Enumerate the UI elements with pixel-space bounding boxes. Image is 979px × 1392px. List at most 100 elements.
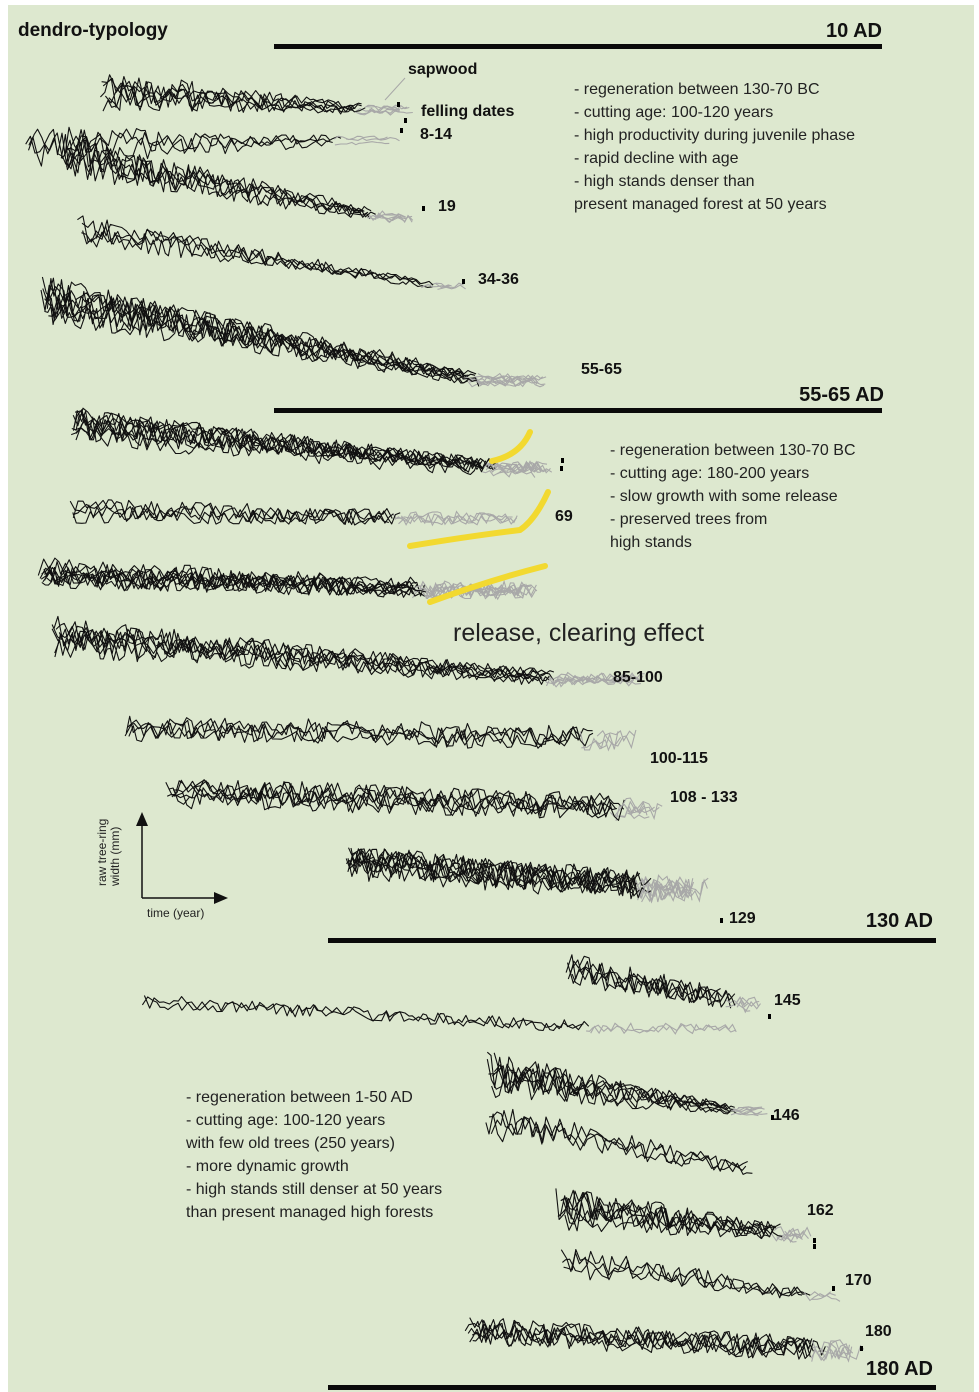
sapwood-series — [554, 672, 645, 683]
sapwood-series — [735, 1106, 763, 1112]
ring-width-series — [55, 622, 550, 682]
ring-width-series — [125, 715, 594, 747]
ring-width-series — [124, 721, 580, 749]
sapwood-series — [637, 877, 693, 904]
note-line: high stands — [610, 534, 692, 551]
felling-date-label: 8-14 — [420, 126, 453, 143]
release-highlight — [489, 429, 533, 464]
felling-date-label: 85-100 — [613, 669, 663, 686]
note-line: - cutting age: 180-200 years — [610, 465, 810, 482]
felling-date-tick — [813, 1238, 816, 1243]
notes-group-2: - regeneration between 130-70 BC - cutti… — [610, 439, 856, 554]
note-line: - preserved trees from — [610, 511, 768, 528]
note-line: - high stands denser than — [574, 173, 755, 190]
era-bar-55-65ad — [274, 408, 882, 413]
ring-width-series — [63, 139, 372, 214]
sapwood-series — [367, 210, 406, 219]
ring-width-series — [486, 1058, 728, 1109]
sapwood-series — [725, 995, 749, 1008]
felling-date-tick — [397, 102, 400, 107]
note-line: - slow growth with some release — [610, 488, 838, 505]
sapwood-series — [621, 805, 655, 818]
ring-width-series — [491, 1065, 733, 1112]
sapwood-series — [816, 1343, 854, 1361]
sapwood-series — [826, 1343, 865, 1360]
ring-width-series — [126, 718, 593, 748]
x-axis-arrowhead — [214, 892, 228, 904]
felling-date-tick — [832, 1286, 835, 1291]
sapwood-series — [478, 377, 546, 386]
ring-width-series — [102, 84, 356, 114]
felling-date-label: 19 — [438, 198, 456, 215]
sapwood-series — [803, 1291, 832, 1302]
ring-width-series — [493, 1064, 731, 1113]
figure-panel — [8, 5, 974, 1392]
felling-date-tick — [462, 279, 465, 284]
sapwood-series — [368, 213, 407, 222]
ring-width-series — [345, 854, 638, 895]
felling-date-tick — [560, 466, 563, 471]
era-bar-10ad — [274, 44, 882, 49]
ring-width-series — [108, 80, 354, 115]
ring-width-series — [128, 725, 580, 749]
sapwood-series — [333, 135, 388, 141]
sapwood-series — [732, 1110, 763, 1115]
ring-width-series — [53, 615, 555, 679]
sapwood-series — [376, 214, 414, 224]
ring-width-series — [75, 416, 494, 471]
era-label-55-65ad: 55-65 AD — [799, 384, 884, 406]
ring-width-series — [43, 561, 427, 593]
ring-width-series — [28, 135, 333, 167]
sapwood-series — [595, 729, 635, 750]
sapwood-series — [482, 469, 536, 478]
sapwood-series — [736, 1000, 761, 1014]
note-line: present managed forest at 50 years — [574, 196, 827, 213]
sapwood-series — [596, 729, 637, 750]
ring-width-series — [486, 1051, 735, 1110]
ring-width-series — [27, 128, 342, 159]
felling-date-tick — [813, 1244, 816, 1249]
ring-width-series — [490, 1110, 753, 1175]
x-axis-label: time (year) — [147, 906, 205, 920]
sapwood-series — [810, 1341, 849, 1360]
ring-width-series — [71, 416, 496, 473]
ring-width-series — [69, 500, 401, 526]
notes-group-1: - regeneration between 130-70 BC - cutti… — [574, 78, 855, 216]
sapwood-series — [784, 1226, 812, 1240]
y-axis-label-line: width (mm) — [108, 826, 122, 886]
era-bar-180ad — [328, 1385, 936, 1390]
felling-date-label: 55-65 — [581, 361, 622, 378]
note-line: - more dynamic growth — [186, 1158, 349, 1175]
sapwood-label: sapwood — [408, 61, 478, 78]
ring-width-series — [560, 1249, 811, 1299]
felling-date-label: 180 — [865, 1323, 892, 1340]
felling-date-label: 34-36 — [478, 271, 519, 288]
sapwood-series — [435, 282, 464, 288]
sapwood-series — [346, 137, 400, 142]
ring-width-series — [166, 780, 618, 815]
ring-width-series — [58, 627, 539, 680]
ring-width-series — [564, 1201, 771, 1239]
sapwood-series — [429, 581, 537, 598]
ring-width-series — [81, 225, 434, 286]
ring-width-series — [81, 220, 417, 283]
felling-date-label: 170 — [845, 1272, 872, 1289]
release-annotation: release, clearing effect — [453, 619, 705, 647]
sapwood-series — [770, 1233, 797, 1243]
sapwood-series — [641, 879, 695, 904]
ring-width-series — [40, 566, 414, 596]
ring-width-series — [66, 141, 376, 218]
note-line: - high stands still denser at 50 years — [186, 1181, 443, 1198]
sapwood-series — [730, 1112, 759, 1117]
note-line: - regeneration between 130-70 BC — [610, 442, 856, 459]
ring-width-series — [54, 630, 543, 685]
note-line: - regeneration between 130-70 BC — [574, 81, 820, 98]
ring-width-series — [43, 566, 411, 595]
sapwood-series — [422, 283, 452, 288]
felling-date-tick — [404, 118, 407, 123]
felling-date-label: 162 — [807, 1202, 834, 1219]
sapwood-series — [590, 1022, 737, 1035]
felling-dates-label: felling dates — [421, 103, 515, 120]
sapwood-series — [355, 109, 400, 116]
